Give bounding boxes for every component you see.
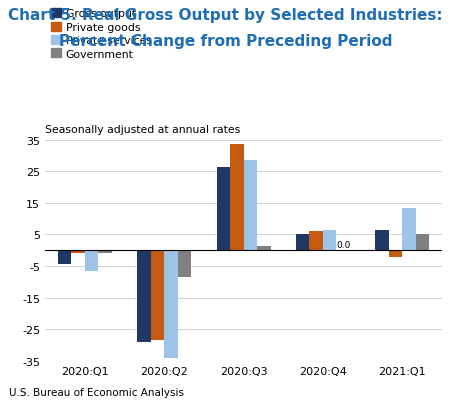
Bar [230, 145, 244, 251]
Bar [71, 251, 85, 253]
Bar [98, 251, 112, 254]
Bar [164, 251, 178, 358]
Bar [151, 251, 164, 340]
Bar [58, 251, 71, 265]
Bar [137, 251, 151, 342]
Text: Seasonally adjusted at annual rates: Seasonally adjusted at annual rates [45, 124, 240, 134]
Bar [216, 167, 230, 251]
Bar [309, 232, 323, 251]
Text: 0.0: 0.0 [336, 240, 350, 249]
Bar [375, 230, 389, 251]
Bar [244, 161, 257, 251]
Bar [85, 251, 98, 271]
Bar [178, 251, 191, 277]
Bar [416, 235, 429, 251]
Text: Percent Change from Preceding Period: Percent Change from Preceding Period [59, 34, 392, 49]
Text: Chart 5. Real Gross Output by Selected Industries:: Chart 5. Real Gross Output by Selected I… [8, 8, 443, 23]
Bar [389, 251, 402, 257]
Bar [296, 234, 309, 251]
Bar [257, 246, 271, 251]
Bar [323, 230, 336, 251]
Text: U.S. Bureau of Economic Analysis: U.S. Bureau of Economic Analysis [9, 387, 184, 397]
Legend: Gross output, Private goods, Private services, Government: Gross output, Private goods, Private ser… [51, 9, 152, 60]
Bar [402, 208, 416, 251]
